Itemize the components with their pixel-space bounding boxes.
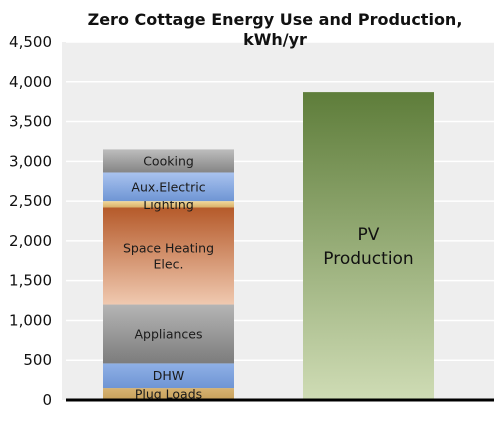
bar-segment-label: Elec. [154,257,184,272]
y-tick-label: 1,500 [9,272,52,290]
y-tick-label: 4,000 [9,73,52,91]
y-tick-label: 500 [23,351,52,369]
bar-segment [103,304,234,364]
y-tick-label: 2,500 [9,192,52,210]
bar-segment-label: Space Heating [123,241,214,256]
chart-title-line-2: kWh/yr [243,30,307,49]
bar-segment [103,149,234,173]
bar-segment [103,363,234,389]
bar-segment-label: DHW [153,368,184,383]
stacked-bar: Plug Loads DHW Appliances Space HeatingElec… [103,149,234,402]
bar-segment-label: Aux.Electric [131,179,205,194]
pv-production-bar: PV Production [303,92,434,401]
y-tick-label: 4,500 [9,33,52,51]
bar-segment [103,207,234,305]
y-tick-label: 2,000 [9,232,52,250]
y-tick-label: 1,000 [9,311,52,329]
y-tick-label: 0 [42,391,52,409]
y-axis-ticks: 0 500 1,000 1,500 2,000 2,500 3,000 3,500 4,000 4… [9,33,52,409]
bar-segment [103,172,234,202]
bar-segment [103,201,234,208]
y-tick-label: 3,000 [9,152,52,170]
y-tick-label: 3,500 [9,113,52,131]
bar-segment-label: Appliances [134,326,202,341]
chart-title-line-1: Zero Cottage Energy Use and Production, [88,10,463,29]
bar-segment-label: Plug Loads [135,387,202,402]
pv-bar-rect [303,92,434,401]
bar-segment-label: Cooking [143,153,194,168]
bar-segment [103,388,234,400]
pv-bar-label: Production [323,249,413,269]
pv-bar-label: PV [358,225,380,245]
